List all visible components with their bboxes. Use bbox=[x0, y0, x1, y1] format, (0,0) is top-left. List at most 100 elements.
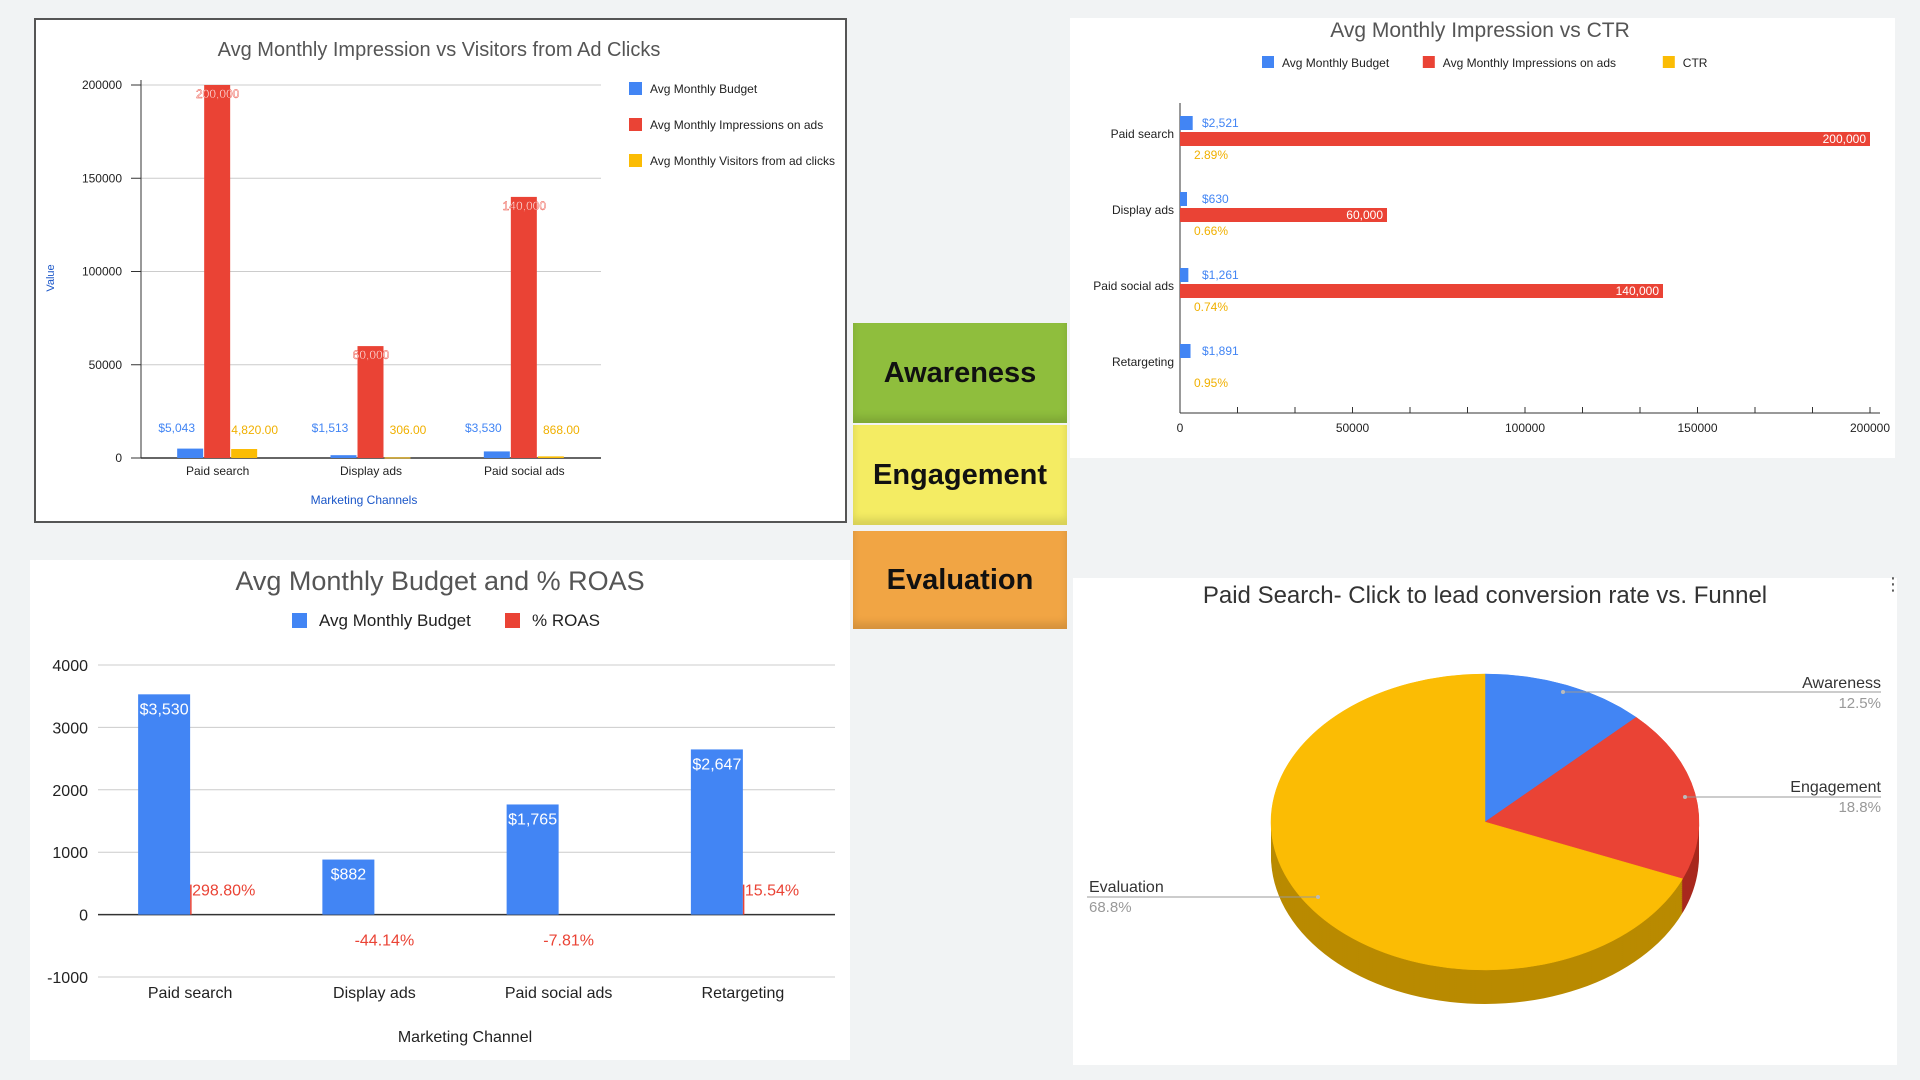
x-axis-label: Marketing Channels bbox=[311, 493, 418, 507]
slice-label: Engagement bbox=[1790, 779, 1881, 796]
data-label: $630 bbox=[1202, 192, 1229, 206]
y-tick-label: Display ads bbox=[1112, 203, 1174, 217]
legend-swatch bbox=[505, 613, 520, 628]
chart-impression-vs-ctr[interactable]: Avg Monthly Impression vs CTR Avg Monthly… bbox=[1070, 18, 1895, 458]
legend-swatch bbox=[1662, 56, 1675, 68]
data-label: $5,043 bbox=[158, 421, 195, 435]
bar-avg-monthly-budget bbox=[330, 455, 357, 458]
y-tick-label: 100000 bbox=[82, 265, 122, 279]
data-label: 0.95% bbox=[1194, 376, 1228, 390]
chart-impression-vs-ctr-svg: Avg Monthly Impression vs CTR Avg Monthly… bbox=[1093, 19, 1890, 435]
bar-avg-monthly-impressions-on-ads bbox=[1180, 284, 1663, 298]
bar-avg-monthly-impressions-on-ads bbox=[510, 196, 537, 458]
y-tick-label: 0 bbox=[79, 908, 88, 925]
chart-budget-roas[interactable]: Avg Monthly Budget and % ROAS Avg Monthly… bbox=[30, 560, 850, 1060]
data-label: $2,647 bbox=[692, 756, 741, 773]
funnel-stage-engagement: Engagement bbox=[853, 425, 1067, 525]
bar-avg-monthly-budget bbox=[177, 448, 204, 458]
legend-label: Avg Monthly Impressions on ads bbox=[650, 118, 823, 132]
data-label: 15.54% bbox=[745, 883, 799, 900]
data-label: 200,000 bbox=[196, 87, 240, 101]
leader-dot bbox=[1683, 795, 1687, 799]
y-tick-label: 1000 bbox=[52, 845, 88, 862]
bar-avg-monthly-budget bbox=[1180, 268, 1189, 282]
y-tick-label: 150000 bbox=[82, 171, 122, 185]
leader-dot bbox=[1316, 895, 1320, 899]
data-label: -44.14% bbox=[355, 933, 415, 950]
x-tick-label: 0 bbox=[1177, 421, 1184, 435]
data-label: 60,000 bbox=[353, 348, 390, 362]
slice-label: Awareness bbox=[1802, 675, 1881, 692]
data-label: 298.80% bbox=[192, 883, 255, 900]
y-axis-label: Value bbox=[45, 264, 57, 291]
legend-label: Avg Monthly Budget bbox=[1282, 56, 1390, 70]
legend-swatch bbox=[292, 613, 307, 628]
slice-label: Evaluation bbox=[1089, 879, 1164, 896]
y-tick-label: 50000 bbox=[89, 358, 123, 372]
chart-impression-vs-visitors[interactable]: Avg Monthly Impression vs Visitors from … bbox=[34, 18, 847, 523]
leader-dot bbox=[1561, 690, 1565, 694]
y-tick-label: 0 bbox=[115, 451, 122, 465]
bar-avg-monthly-impressions-on-ads bbox=[1180, 208, 1387, 222]
bar-avg-monthly-visitors-from-ad-clicks bbox=[537, 456, 564, 458]
bar-avg-monthly-budget bbox=[1180, 192, 1187, 206]
bar-avg-monthly-impressions-on-ads bbox=[1180, 132, 1870, 146]
x-tick-label: Retargeting bbox=[702, 985, 785, 1002]
data-label: 140,000 bbox=[503, 199, 547, 213]
y-tick-label: 200000 bbox=[82, 78, 122, 92]
y-tick-label: 2000 bbox=[52, 783, 88, 800]
legend-swatch bbox=[629, 118, 642, 131]
legend-label: % ROAS bbox=[532, 611, 600, 630]
bar-avg-monthly-budget bbox=[1180, 344, 1191, 358]
data-label: $1,261 bbox=[1202, 268, 1239, 282]
legend-swatch bbox=[629, 82, 642, 95]
slice-value: 68.8% bbox=[1089, 899, 1132, 916]
y-tick-label: -1000 bbox=[47, 970, 88, 987]
bar-avg-monthly-impressions-on-ads bbox=[357, 346, 384, 458]
x-tick-label: Display ads bbox=[340, 464, 402, 478]
x-tick-label: 150000 bbox=[1677, 421, 1717, 435]
bar-avg-monthly-visitors-from-ad-clicks bbox=[384, 457, 411, 459]
x-tick-label: 50000 bbox=[1336, 421, 1370, 435]
legend-label: Avg Monthly Budget bbox=[650, 82, 758, 96]
data-label: 0.74% bbox=[1194, 300, 1228, 314]
bar-roas bbox=[742, 884, 745, 915]
legend-swatch bbox=[629, 154, 642, 167]
y-tick-label: 3000 bbox=[52, 720, 88, 737]
bar-avg-monthly-budget bbox=[506, 804, 559, 915]
data-label: $1,513 bbox=[312, 421, 349, 435]
data-label: 60,000 bbox=[1346, 208, 1383, 222]
data-label: $2,521 bbox=[1202, 116, 1239, 130]
chart-title: Paid Search- Click to lead conversion ra… bbox=[1203, 582, 1767, 609]
y-tick-label: Paid search bbox=[1111, 127, 1174, 141]
data-label: 868.00 bbox=[543, 423, 580, 437]
x-tick-label: Paid search bbox=[148, 985, 233, 1002]
y-tick-label: 4000 bbox=[52, 658, 88, 675]
bar-avg-monthly-budget bbox=[690, 749, 743, 915]
chart-title: Avg Monthly Impression vs Visitors from … bbox=[218, 39, 661, 61]
bar-avg-monthly-budget bbox=[138, 694, 191, 915]
legend-label: CTR bbox=[1683, 56, 1708, 70]
chart-menu-icon[interactable]: ⋮ bbox=[1884, 576, 1902, 594]
bar-avg-monthly-impressions-on-ads bbox=[204, 85, 231, 458]
legend-label: Avg Monthly Budget bbox=[319, 611, 471, 630]
chart-conversion-pie[interactable]: Paid Search- Click to lead conversion ra… bbox=[1073, 578, 1897, 1065]
bar-avg-monthly-budget bbox=[322, 859, 375, 915]
pie-slice-evaluation bbox=[1270, 673, 1683, 971]
chart-conversion-pie-svg: Paid Search- Click to lead conversion ra… bbox=[1087, 582, 1882, 1004]
data-label: $3,530 bbox=[140, 701, 189, 718]
pie-slice-engagement bbox=[1484, 716, 1700, 880]
bar-avg-monthly-visitors-from-ad-clicks bbox=[231, 449, 258, 458]
chart-title: Avg Monthly Impression vs CTR bbox=[1330, 19, 1630, 42]
data-label: 140,000 bbox=[1616, 284, 1660, 298]
bar-roas bbox=[190, 884, 192, 915]
x-tick-label: 100000 bbox=[1505, 421, 1545, 435]
data-label: 0.66% bbox=[1194, 224, 1228, 238]
x-tick-label: 200000 bbox=[1850, 421, 1890, 435]
data-label: $1,891 bbox=[1202, 344, 1239, 358]
x-tick-label: Paid social ads bbox=[484, 464, 565, 478]
y-tick-label: Retargeting bbox=[1112, 355, 1174, 369]
chart-budget-roas-svg: Avg Monthly Budget and % ROAS Avg Monthly… bbox=[47, 566, 835, 1046]
x-tick-label: Paid search bbox=[186, 464, 249, 478]
